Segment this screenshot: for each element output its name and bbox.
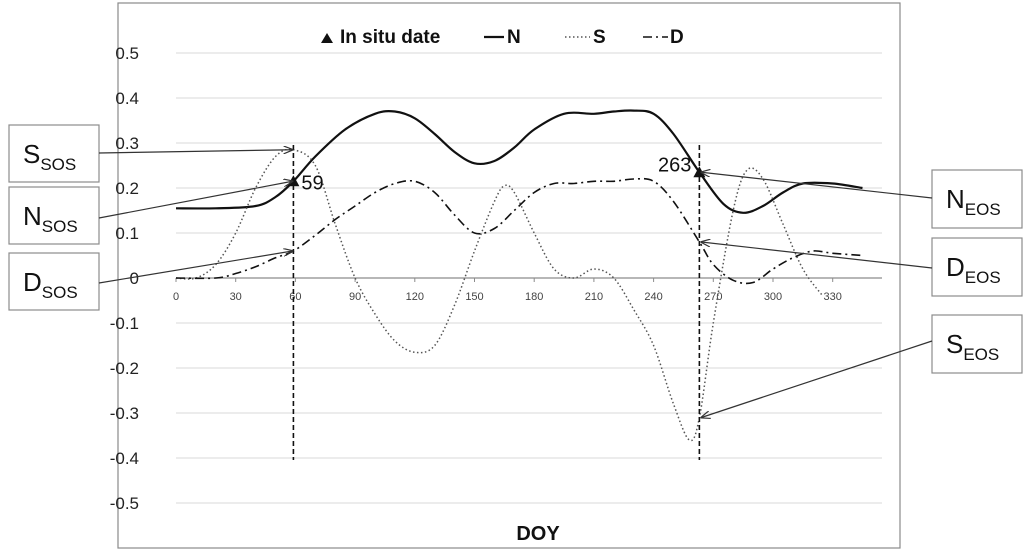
callout-N_SOS: NSOS (8, 181, 292, 245)
legend-S-label: S (593, 27, 606, 48)
callout-D_EOS: DEOS (701, 237, 1023, 297)
y-tick-label: 0 (130, 269, 139, 288)
x-tick-label: 0 (173, 291, 179, 303)
x-tick-label: 90 (349, 291, 361, 303)
in-situ-markers: 59 263 (287, 145, 706, 460)
legend-N-label: N (507, 27, 521, 48)
series-D-line (175, 177, 863, 285)
legend-triangle-icon (321, 33, 333, 43)
x-tick-label: 180 (525, 291, 543, 303)
y-tick-label: -0.2 (110, 359, 139, 378)
x-tick-label: 270 (704, 291, 722, 303)
x-tick-label: 240 (644, 291, 662, 303)
series-N-line (175, 109, 863, 214)
y-tick-label: 0.2 (115, 179, 139, 198)
callout-label: DEOS (946, 252, 1001, 287)
callout-arrow (98, 150, 292, 153)
callouts: SSOS NSOS DSOS NEOS DEOS SEOS (8, 124, 1023, 418)
callout-label: NSOS (23, 201, 78, 236)
x-tick-label: 300 (764, 291, 782, 303)
y-tick-label: -0.5 (110, 494, 139, 513)
callout-arrow (701, 340, 933, 418)
x-tick-label: 120 (406, 291, 424, 303)
callout-box (931, 314, 1023, 374)
axes: 0.5 0.4 0.3 0.2 0.1 0 -0.1 -0.2 -0.3 -0.4 -0.5 0 30 6… (110, 44, 882, 513)
in-situ-date-label: 59 (301, 172, 323, 194)
callout-label: SEOS (946, 329, 999, 364)
callout-arrow (701, 172, 933, 199)
callout-label: SSOS (23, 139, 76, 174)
y-tick-label: 0.3 (115, 134, 139, 153)
callout-D_SOS: DSOS (8, 251, 292, 311)
y-tick-label: -0.3 (110, 404, 139, 423)
y-tick-label: 0.4 (115, 89, 139, 108)
callout-box (931, 169, 1023, 229)
callout-box (8, 124, 100, 183)
y-tick-label: -0.1 (110, 314, 139, 333)
callout-label: DSOS (23, 267, 78, 302)
chart-frame (117, 2, 901, 549)
x-tick-label: 150 (465, 291, 483, 303)
x-tick-label: 330 (824, 291, 842, 303)
y-tick-label: -0.4 (110, 449, 139, 468)
callout-arrow (701, 242, 933, 269)
callout-S_SOS: SSOS (8, 124, 292, 183)
x-tick-label: 60 (289, 291, 301, 303)
x-tick-label: 30 (230, 291, 242, 303)
legend: In situ date N S D (321, 27, 684, 48)
callout-box (8, 186, 100, 245)
y-tick-label: 0.1 (115, 224, 139, 243)
callout-label: NEOS (946, 184, 1001, 219)
in-situ-date-label: 263 (658, 154, 691, 176)
legend-in-situ-label: In situ date (340, 27, 440, 48)
callout-N_EOS: NEOS (701, 169, 1023, 229)
callout-arrow (98, 181, 292, 219)
callout-S_EOS: SEOS (701, 314, 1023, 418)
callout-box (8, 252, 100, 311)
legend-D-label: D (670, 27, 684, 48)
x-axis-label: DOY (516, 523, 560, 545)
y-tick-label: 0.5 (115, 44, 139, 63)
callout-arrow (98, 251, 292, 284)
x-tick-label: 210 (585, 291, 603, 303)
callout-box (931, 237, 1023, 297)
